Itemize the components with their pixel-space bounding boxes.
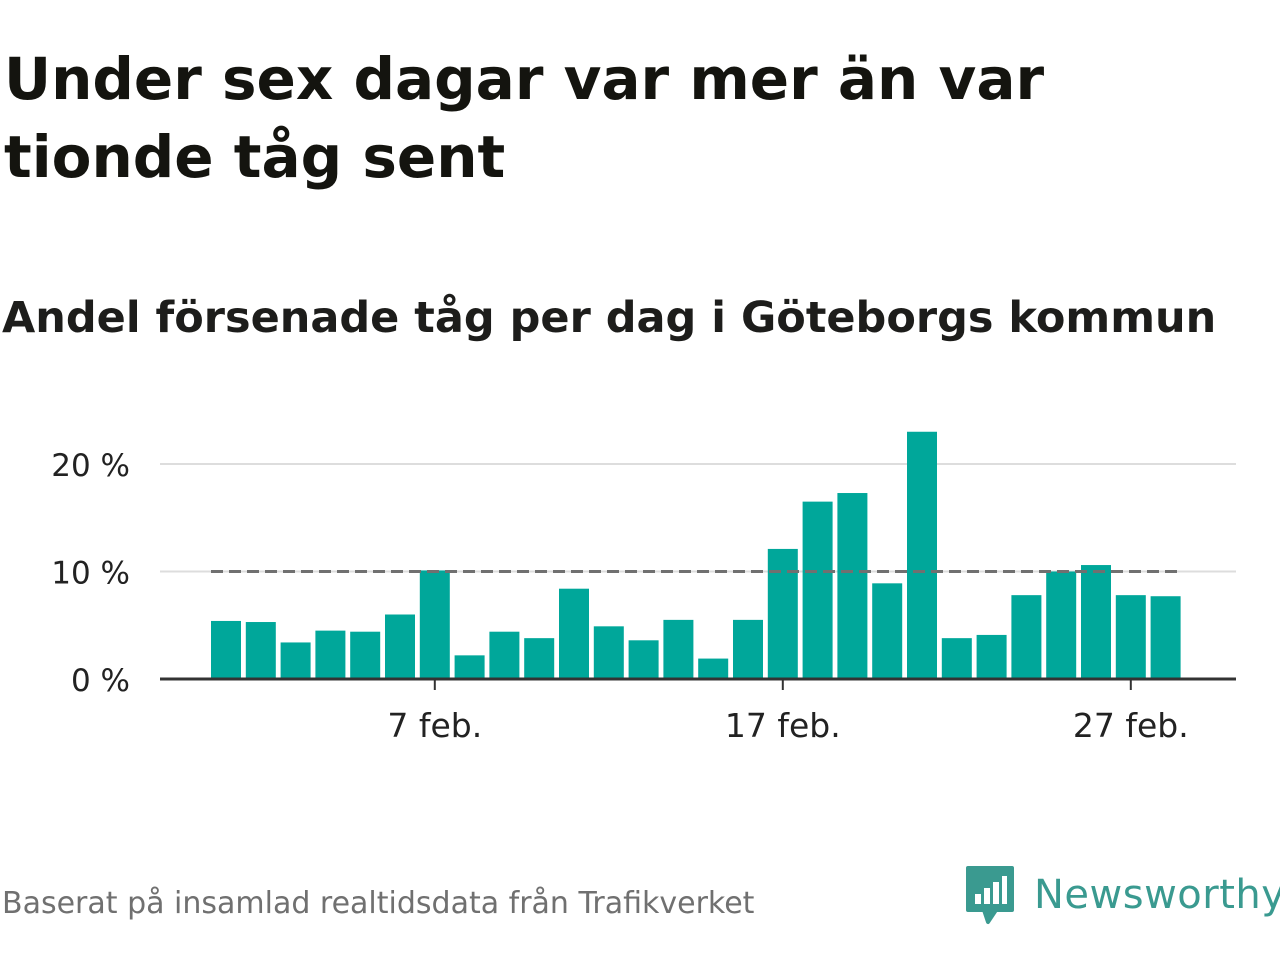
bar [628, 640, 659, 679]
bar [315, 630, 346, 679]
y-tick-label: 10 % [51, 556, 130, 592]
bar [976, 634, 1007, 679]
chart-subtitle: Andel försenade tåg per dag i Göteborgs … [2, 293, 1217, 343]
bar [767, 548, 798, 679]
bar [559, 588, 589, 679]
x-tick-label: 17 feb. [725, 706, 841, 745]
bar [419, 570, 450, 679]
bar [489, 631, 520, 679]
bar [593, 626, 624, 679]
bar [245, 622, 276, 679]
bar [1115, 595, 1146, 679]
bar [280, 642, 311, 679]
bar [1046, 571, 1077, 679]
y-tick-label: 0 % [71, 663, 130, 699]
bar [907, 431, 937, 679]
bar [350, 631, 381, 679]
source-note: Baserat på insamlad realtidsdata från Tr… [2, 886, 755, 921]
bar [211, 620, 241, 679]
brand-logo: Newsworthy [964, 864, 1280, 926]
bar [524, 638, 555, 679]
bar [1011, 595, 1042, 679]
bar [385, 614, 415, 679]
x-tick-label: 27 feb. [1073, 706, 1189, 745]
chart-title: Under sex dagar var mer än var tionde tå… [4, 45, 1045, 191]
bar [1081, 565, 1111, 679]
bar [1150, 596, 1181, 679]
bar [663, 619, 694, 679]
y-tick-label: 20 % [51, 448, 130, 484]
bar [698, 658, 729, 679]
bar [454, 655, 485, 679]
bar [872, 583, 903, 679]
bar [733, 619, 763, 679]
bar [941, 638, 972, 679]
bar [837, 493, 868, 679]
brand-name: Newsworthy [1034, 872, 1280, 918]
x-tick-label: 7 feb. [387, 706, 482, 745]
newsworthy-logo-icon [966, 866, 1014, 924]
bar [802, 501, 833, 679]
